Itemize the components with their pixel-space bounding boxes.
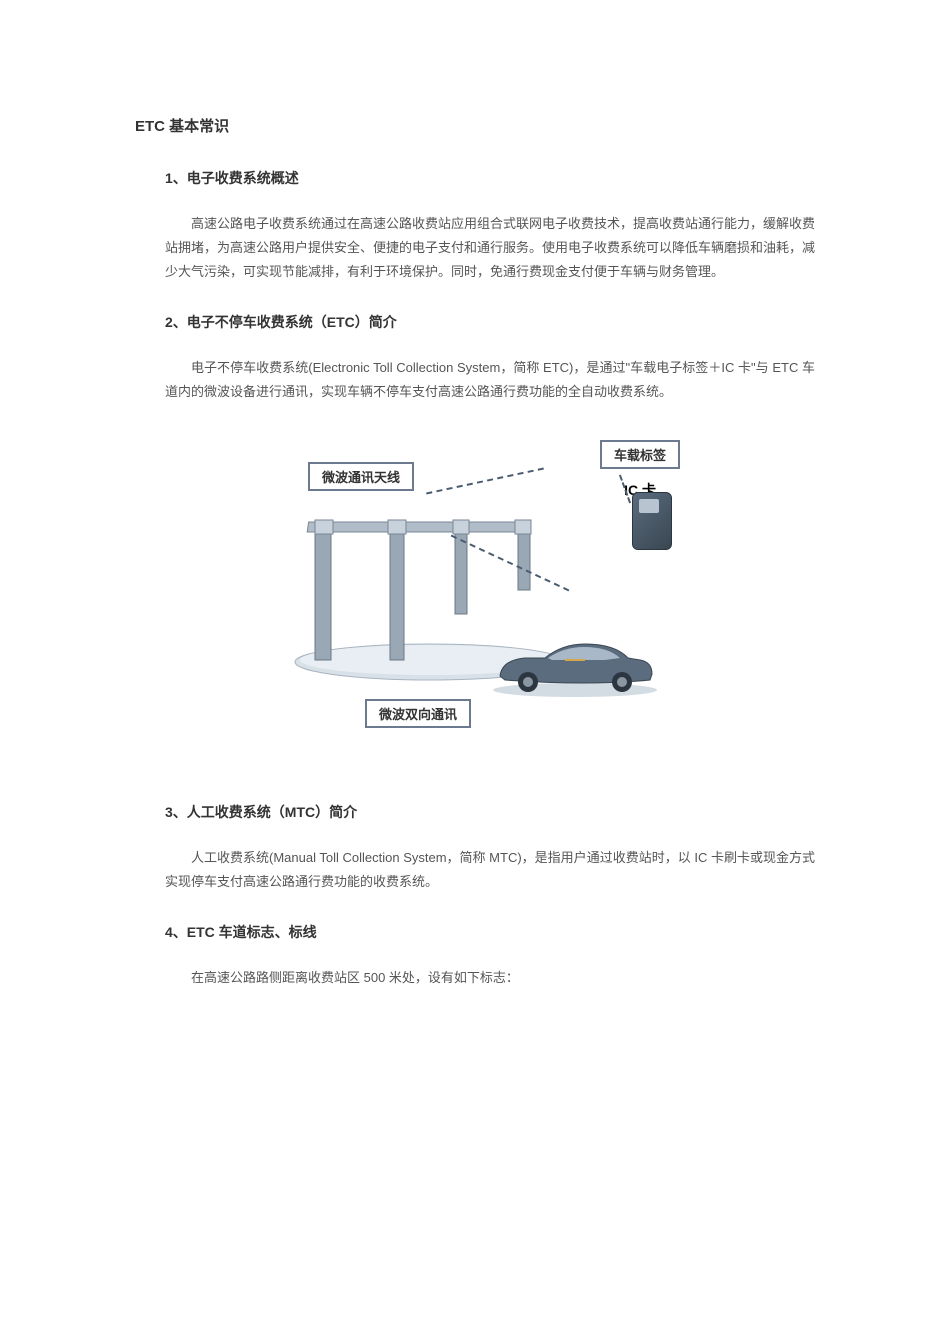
section-3-heading: 3、人工收费系统（MTC）简介 [135, 802, 815, 822]
diagram-label-antenna: 微波通讯天线 [308, 462, 414, 491]
page-title: ETC 基本常识 [135, 115, 815, 136]
obu-device-icon [632, 492, 672, 550]
section-2-body: 电子不停车收费系统(Electronic Toll Collection Sys… [135, 356, 815, 404]
section-4-heading: 4、ETC 车道标志、标线 [135, 922, 815, 942]
section-1-heading: 1、电子收费系统概述 [135, 168, 815, 188]
section-2-heading: 2、电子不停车收费系统（ETC）简介 [135, 312, 815, 332]
etc-diagram-container: 微波通讯天线 车载标签 IC 卡 微波双向通讯 [135, 432, 815, 742]
section-1-body: 高速公路电子收费系统通过在高速公路收费站应用组合式联网电子收费技术，提高收费站通… [135, 212, 815, 284]
diagram-label-comm: 微波双向通讯 [365, 699, 471, 728]
section-3-body: 人工收费系统(Manual Toll Collection System，简称 … [135, 846, 815, 894]
etc-diagram: 微波通讯天线 车载标签 IC 卡 微波双向通讯 [270, 432, 710, 742]
car-icon [490, 638, 660, 698]
diagram-label-tag: 车载标签 [600, 440, 680, 469]
microwave-line-icon [426, 468, 544, 495]
section-4-body: 在高速公路路侧距离收费站区 500 米处，设有如下标志： [135, 966, 815, 990]
